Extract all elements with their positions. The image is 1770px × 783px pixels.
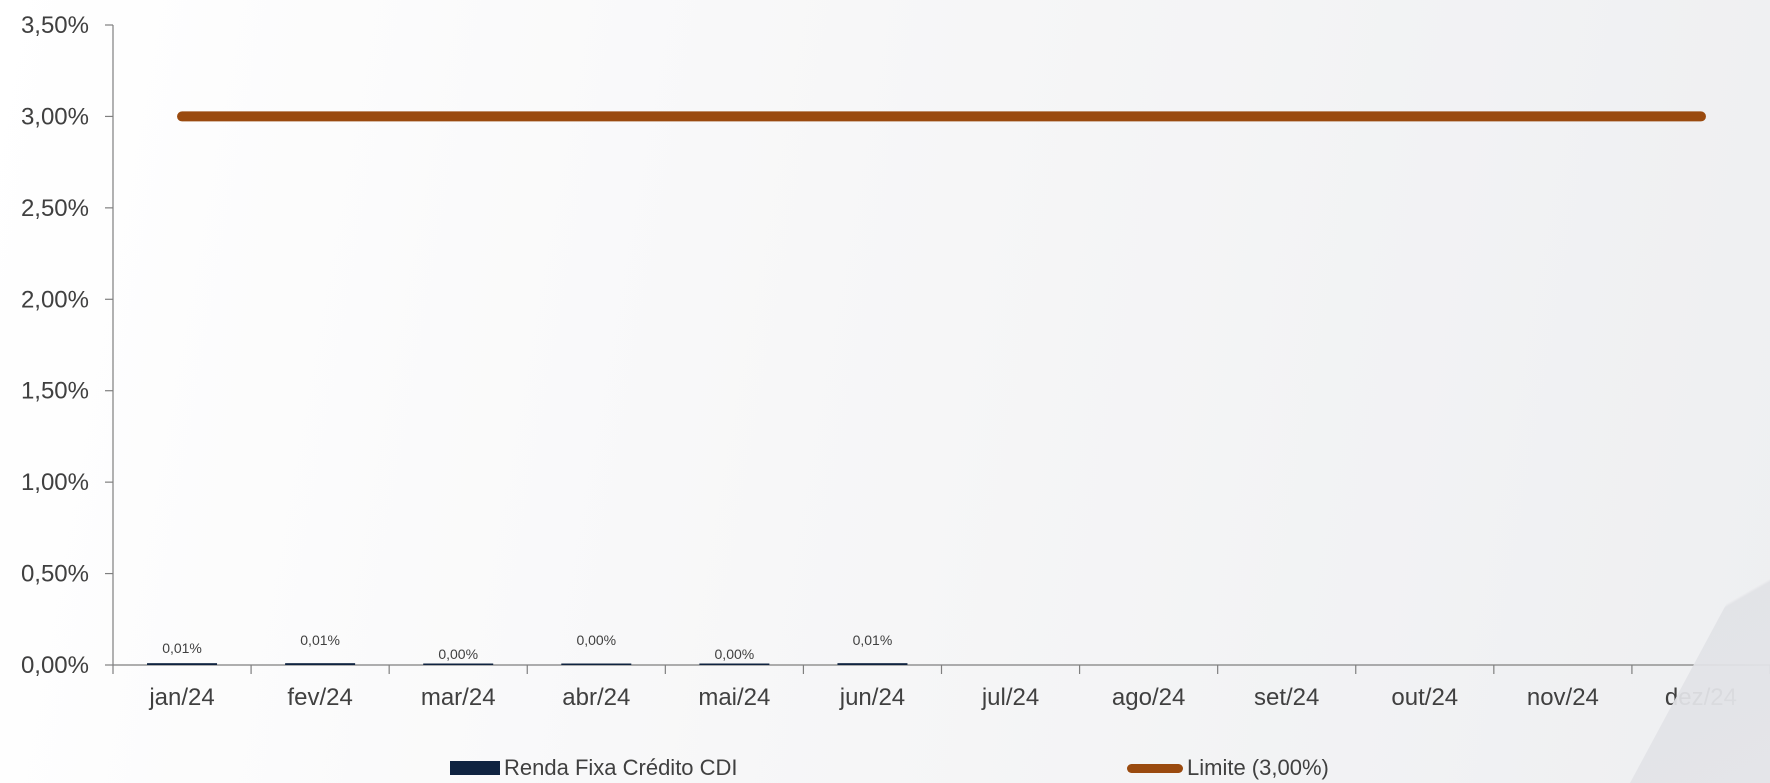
- y-tick-label: 0,50%: [21, 561, 89, 588]
- x-tick-label: jan/24: [148, 684, 214, 711]
- bar-data-label: 0,01%: [300, 632, 340, 648]
- bar-data-label: 0,01%: [853, 632, 893, 648]
- y-tick-label: 2,00%: [21, 286, 89, 313]
- bar-data-label: 0,01%: [162, 640, 202, 656]
- x-tick-label: jul/24: [981, 684, 1039, 711]
- bar: [147, 663, 218, 665]
- bar: [699, 663, 770, 665]
- bar-data-label: 0,00%: [715, 646, 755, 662]
- legend-item-limit-line: Limite (3,00%): [1127, 755, 1329, 780]
- bar-data-label: 0,00%: [576, 632, 616, 648]
- legend-label: Limite (3,00%): [1187, 755, 1329, 780]
- y-axis: 0,00% 0,50% 1,00% 1,50% 2,00% 2,50% 3,00% 3,50%: [21, 12, 114, 679]
- y-tick-label: 2,50%: [21, 195, 89, 222]
- x-tick-label: mar/24: [421, 684, 496, 711]
- legend-swatch-line: [1127, 763, 1183, 773]
- x-tick-label: nov/24: [1527, 684, 1599, 711]
- legend-item-bar-series: Renda Fixa Crédito CDI: [450, 755, 738, 780]
- x-tick-label: abr/24: [562, 684, 630, 711]
- bar: [561, 663, 632, 665]
- data-labels: 0,01% 0,01% 0,00% 0,00% 0,00% 0,01%: [162, 632, 892, 662]
- bar: [285, 663, 356, 665]
- bar: [423, 663, 494, 665]
- x-tick-label: fev/24: [287, 684, 352, 711]
- legend-swatch-bar: [450, 761, 500, 775]
- x-axis: jan/24 fev/24 mar/24 abr/24 mai/24 jun/24 jul/…: [112, 664, 1770, 711]
- y-tick-label: 0,00%: [21, 652, 89, 679]
- x-tick-label: ago/24: [1112, 684, 1185, 711]
- bar-series: [147, 663, 908, 665]
- bar-data-label: 0,00%: [438, 646, 478, 662]
- legend-label: Renda Fixa Crédito CDI: [504, 755, 738, 780]
- x-tick-label: mai/24: [698, 684, 770, 711]
- x-tick-label: out/24: [1391, 684, 1458, 711]
- y-tick-label: 1,00%: [21, 469, 89, 496]
- y-tick-label: 3,00%: [21, 103, 89, 130]
- x-tick-label: jun/24: [839, 684, 905, 711]
- x-tick-label: set/24: [1254, 684, 1319, 711]
- y-tick-label: 3,50%: [21, 12, 89, 39]
- y-tick-label: 1,50%: [21, 378, 89, 405]
- bar: [837, 663, 908, 665]
